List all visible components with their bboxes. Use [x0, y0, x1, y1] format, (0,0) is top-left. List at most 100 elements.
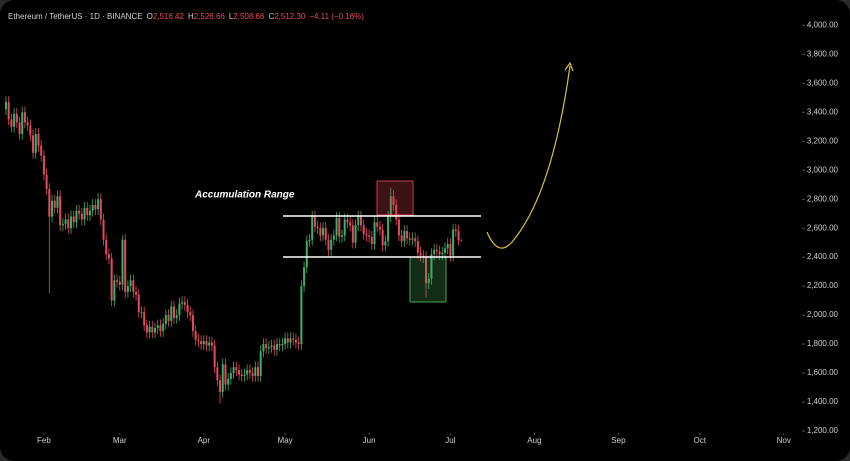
candle-body: [148, 326, 151, 333]
candle-body: [42, 155, 45, 175]
candle-body: [351, 225, 354, 243]
candle-body: [216, 367, 219, 381]
candle-body: [72, 216, 75, 223]
candle-body: [438, 251, 441, 255]
candle-body: [213, 345, 216, 368]
x-tick-label: May: [278, 436, 293, 445]
candle-body: [316, 226, 319, 229]
candle-body: [270, 345, 273, 347]
candle-body: [349, 222, 352, 226]
candle-body: [97, 199, 100, 210]
candle-body: [48, 189, 51, 217]
candle-body: [37, 133, 40, 146]
candle-body: [243, 374, 246, 376]
candle-body: [189, 312, 192, 316]
candle-body: [300, 286, 303, 345]
y-tick-label: 2,400.00: [807, 252, 839, 261]
projection-arrow: [486, 65, 571, 249]
candle-body: [210, 342, 213, 346]
candle-body: [61, 223, 64, 226]
y-tick-label: 3,800.00: [807, 49, 839, 58]
candle-body: [181, 302, 184, 304]
candle-body: [99, 199, 102, 220]
candle-body: [200, 341, 203, 345]
candle-body: [26, 122, 29, 126]
candle-body: [251, 373, 254, 376]
candle-body: [284, 338, 287, 345]
candle-body: [278, 344, 281, 346]
supply-box: [376, 180, 414, 216]
candle-body: [265, 344, 268, 349]
candle-body: [7, 102, 10, 120]
candle-body: [362, 225, 365, 234]
candle-body: [238, 370, 241, 375]
y-tick-label: 1,600.00: [807, 368, 839, 377]
candle-body: [327, 239, 330, 250]
y-tick-label: 3,600.00: [807, 78, 839, 87]
candle-body: [416, 241, 419, 253]
candle-body: [332, 235, 335, 240]
candle-body: [449, 244, 452, 256]
candle-body: [378, 226, 381, 230]
candle-body: [376, 222, 379, 227]
candle-body: [110, 258, 113, 301]
candle-body: [452, 229, 455, 256]
candle-body: [15, 113, 18, 123]
candle-body: [297, 342, 300, 345]
candle-body: [132, 280, 135, 292]
candle-body: [273, 345, 276, 350]
candle-body: [286, 338, 289, 343]
candle-body: [395, 204, 398, 220]
candle-body: [408, 238, 411, 240]
candle-body: [411, 238, 414, 240]
l-label: L: [229, 12, 234, 21]
candle-body: [13, 113, 16, 127]
candle-body: [256, 367, 259, 376]
candle-body: [172, 306, 175, 318]
candle-body: [178, 303, 181, 316]
candle-body: [18, 122, 21, 134]
candle-body: [40, 145, 43, 156]
y-tick-label: 2,000.00: [807, 310, 839, 319]
candle-body: [354, 225, 357, 243]
y-tick-label: 3,000.00: [807, 165, 839, 174]
candle-body: [170, 306, 173, 321]
candle-body: [308, 239, 311, 242]
o-label: O: [147, 12, 153, 21]
candle-body: [175, 315, 178, 318]
candle-body: [322, 228, 325, 236]
candle-body: [370, 236, 373, 245]
candle-body: [406, 231, 409, 239]
candle-body: [305, 241, 308, 268]
candle-body: [427, 278, 430, 284]
candle-body: [338, 218, 341, 237]
y-tick-label: 3,400.00: [807, 107, 839, 116]
candle-body: [107, 254, 110, 259]
candle-body: [159, 325, 162, 332]
high-value: 2,526.66: [194, 12, 226, 21]
candle-body: [102, 219, 105, 240]
candle-body: [45, 174, 48, 190]
candle-body: [414, 238, 417, 242]
candle-body: [446, 244, 449, 249]
candle-body: [248, 370, 251, 374]
candle-body: [67, 219, 70, 229]
candle-body: [94, 204, 97, 210]
candle-body: [105, 239, 108, 255]
candle-body: [56, 196, 59, 208]
candle-body: [64, 219, 67, 224]
candle-body: [32, 135, 35, 153]
candle-body: [435, 249, 438, 252]
candle-body: [124, 239, 127, 292]
candle-body: [368, 235, 371, 237]
candle-body: [457, 231, 460, 241]
h-label: H: [188, 12, 194, 21]
candle-body: [229, 373, 232, 379]
candle-body: [392, 196, 395, 205]
candle-body: [151, 326, 154, 333]
close-value: 2,512.30: [274, 12, 306, 21]
candle-body: [357, 216, 360, 226]
candle-body: [183, 302, 186, 305]
